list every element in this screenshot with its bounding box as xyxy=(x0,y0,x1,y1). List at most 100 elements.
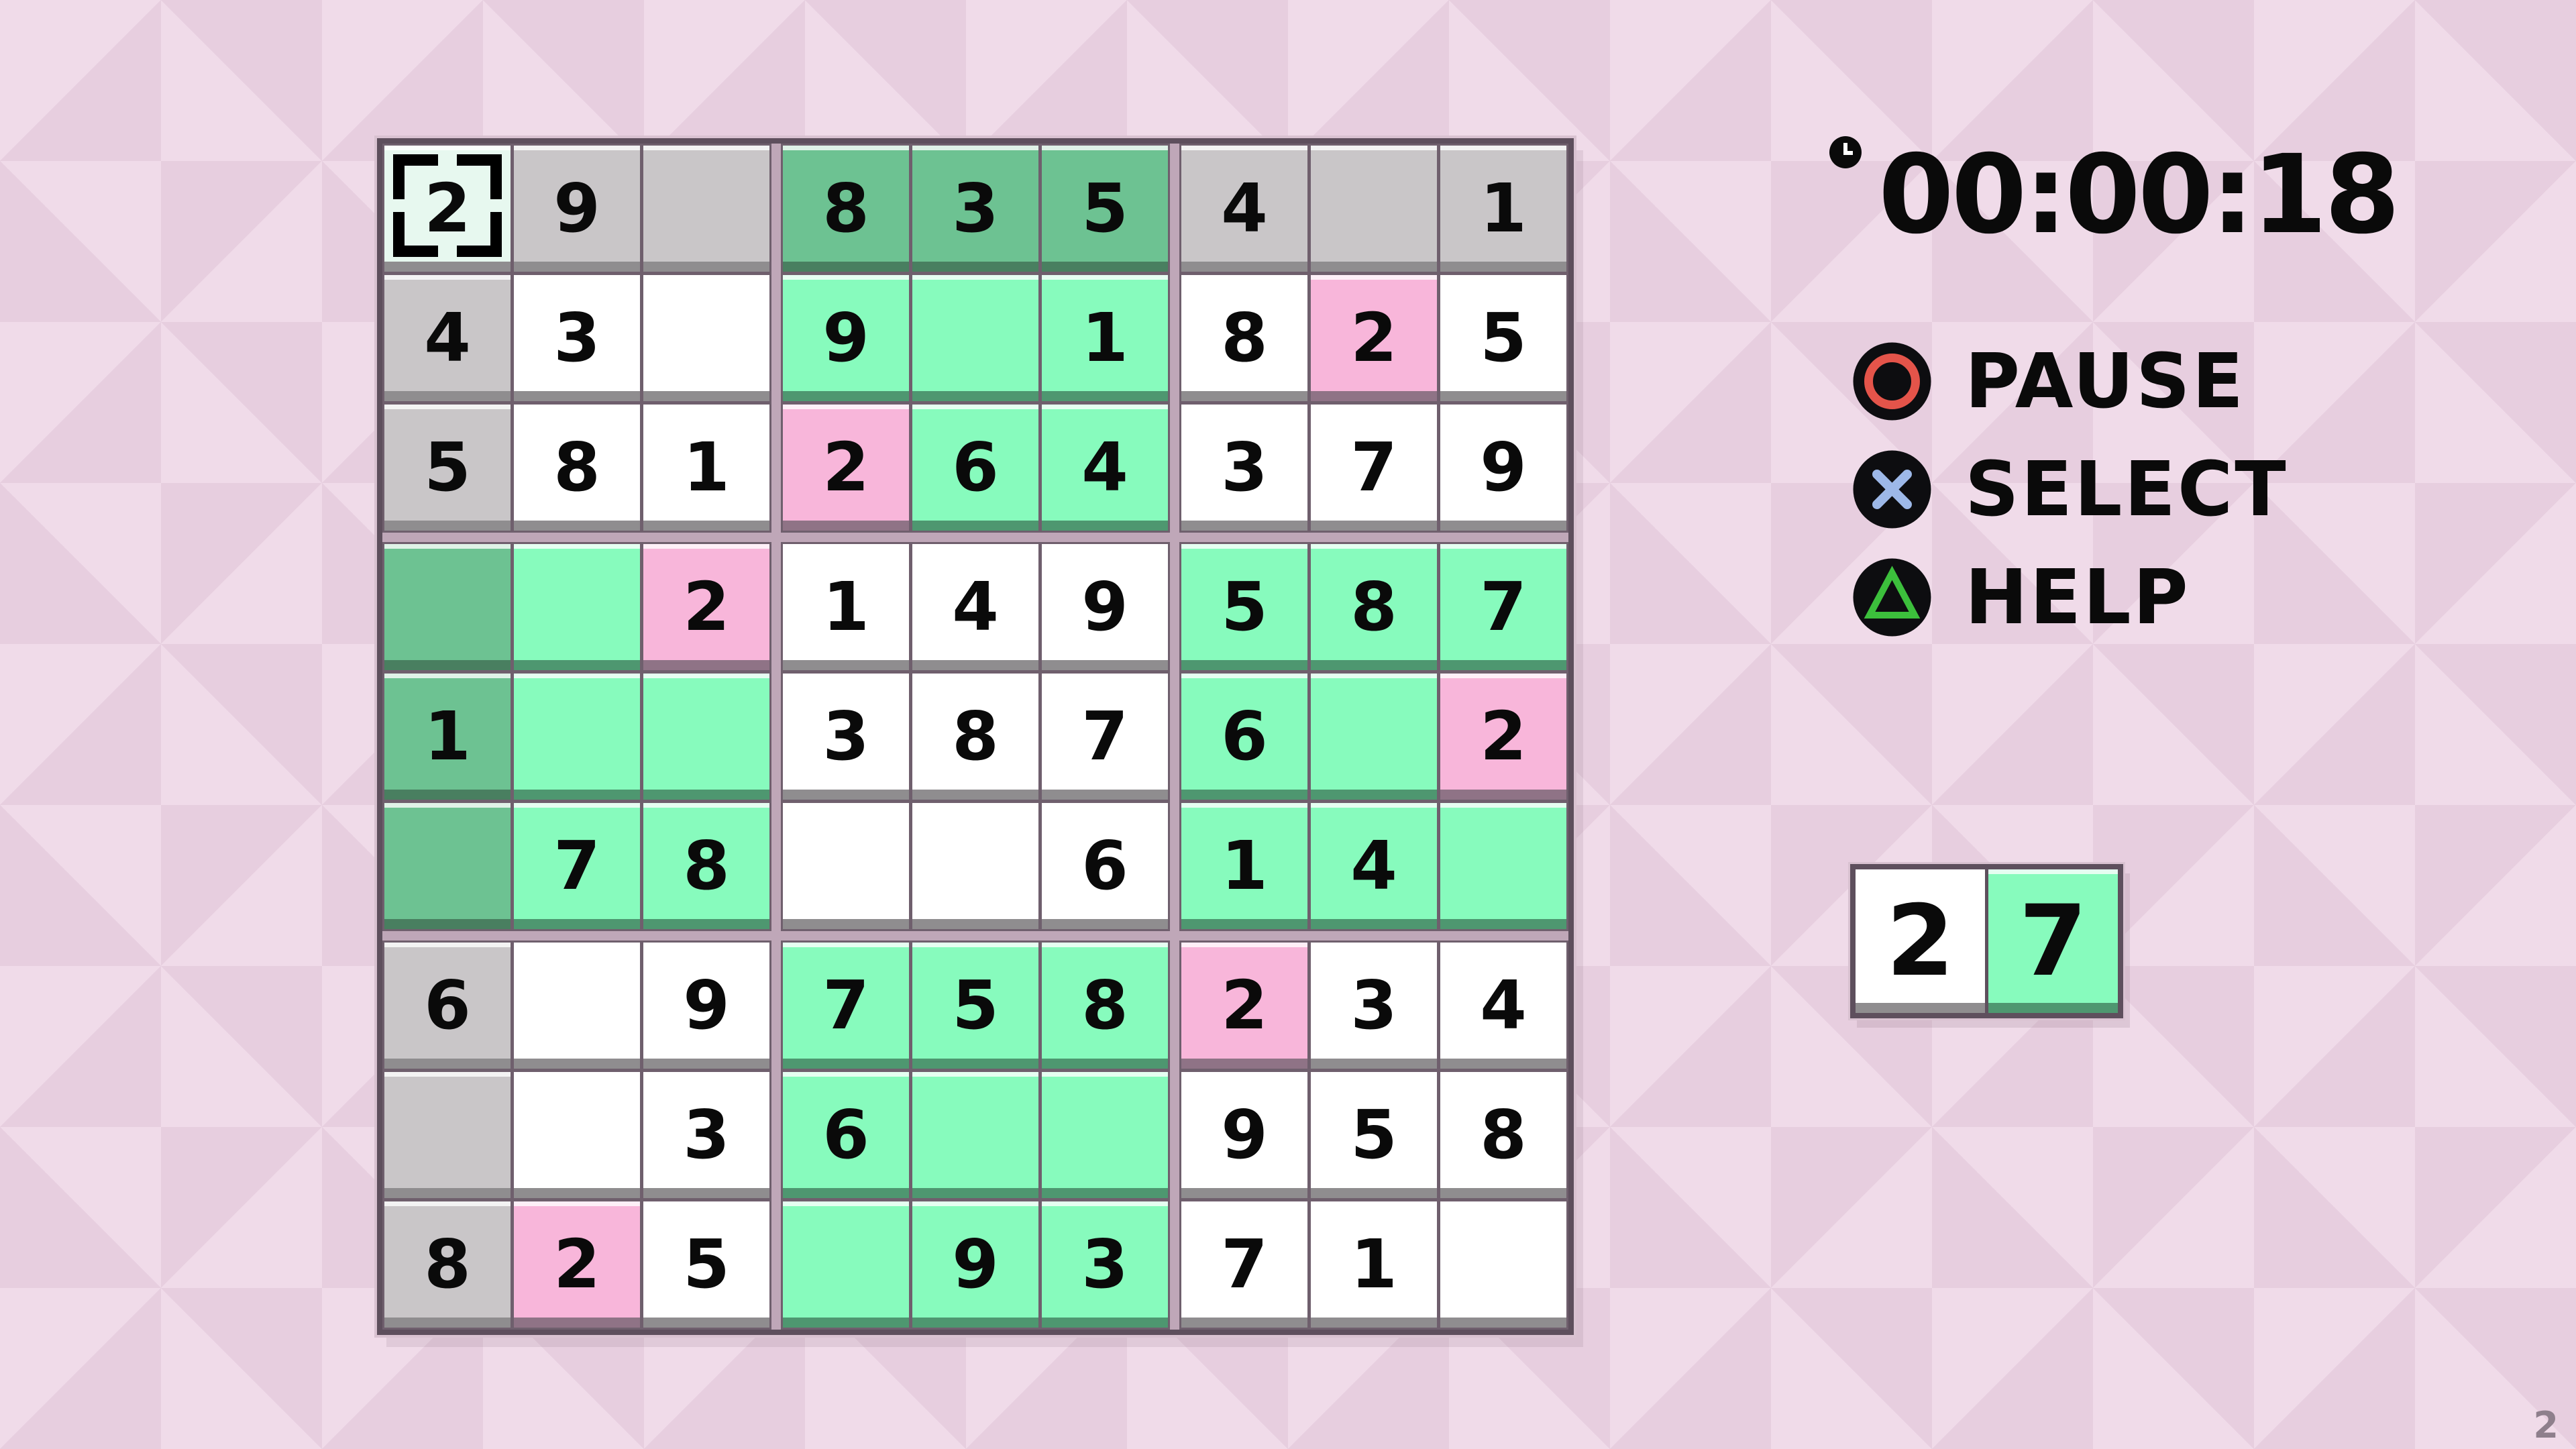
cell-value: 5 xyxy=(424,428,471,506)
grid-cell[interactable]: 6 xyxy=(1042,803,1168,929)
button-legend: PAUSE SELECT HELP xyxy=(1851,341,2288,638)
grid-cell[interactable] xyxy=(912,1072,1038,1198)
grid-cell[interactable] xyxy=(783,1201,909,1328)
grid-cell[interactable]: 1 xyxy=(1181,803,1307,929)
grid-cell[interactable]: 5 xyxy=(384,405,511,531)
grid-cell[interactable]: 1 xyxy=(643,405,769,531)
grid-cell[interactable] xyxy=(384,803,511,929)
grid-cell-selected[interactable]: 2 xyxy=(384,146,511,272)
grid-cell[interactable]: 6 xyxy=(783,1072,909,1198)
menu-item-help[interactable]: HELP xyxy=(1851,557,2288,638)
cell-value: 8 xyxy=(952,697,999,775)
grid-cell[interactable] xyxy=(1042,1072,1168,1198)
grid-cell[interactable]: 5 xyxy=(912,943,1038,1069)
grid-cell[interactable] xyxy=(514,544,640,670)
grid-cell[interactable] xyxy=(643,275,769,401)
grid-cell[interactable]: 2 xyxy=(643,544,769,670)
grid-cell[interactable] xyxy=(1311,146,1437,272)
grid-cell[interactable]: 8 xyxy=(1042,943,1168,1069)
grid-cell[interactable]: 2 xyxy=(514,1201,640,1328)
grid-cell[interactable]: 7 xyxy=(783,943,909,1069)
grid-cell[interactable] xyxy=(514,674,640,800)
selection-bracket-icon xyxy=(393,212,438,257)
grid-cell[interactable] xyxy=(783,803,909,929)
cell-value: 5 xyxy=(952,966,999,1044)
grid-cell[interactable]: 8 xyxy=(384,1201,511,1328)
grid-cell[interactable] xyxy=(643,146,769,272)
grid-cell[interactable]: 4 xyxy=(384,275,511,401)
grid-cell[interactable]: 2 xyxy=(1181,943,1307,1069)
grid-cell[interactable]: 5 xyxy=(1311,1072,1437,1198)
grid-cell[interactable]: 1 xyxy=(1311,1201,1437,1328)
grid-cell[interactable]: 3 xyxy=(514,275,640,401)
cell-value: 9 xyxy=(1221,1095,1268,1174)
grid-cell[interactable]: 6 xyxy=(912,405,1038,531)
grid-cell[interactable]: 8 xyxy=(643,803,769,929)
grid-cell[interactable]: 8 xyxy=(912,674,1038,800)
grid-cell[interactable] xyxy=(912,803,1038,929)
cell-value: 5 xyxy=(1480,299,1527,377)
grid-cell[interactable]: 3 xyxy=(1181,405,1307,531)
grid-cell[interactable]: 7 xyxy=(1311,405,1437,531)
grid-cell[interactable]: 9 xyxy=(1042,544,1168,670)
grid-cell[interactable]: 3 xyxy=(912,146,1038,272)
grid-cell[interactable] xyxy=(1440,803,1566,929)
grid-cell[interactable]: 5 xyxy=(643,1201,769,1328)
grid-cell[interactable]: 2 xyxy=(1311,275,1437,401)
grid-cell[interactable] xyxy=(384,1072,511,1198)
grid-cell[interactable]: 9 xyxy=(514,146,640,272)
grid-cell[interactable] xyxy=(384,544,511,670)
grid-cell[interactable]: 9 xyxy=(912,1201,1038,1328)
grid-cell[interactable]: 4 xyxy=(912,544,1038,670)
grid-cell[interactable]: 4 xyxy=(1311,803,1437,929)
grid-cell[interactable]: 8 xyxy=(783,146,909,272)
grid-cell[interactable] xyxy=(1311,674,1437,800)
grid-cell[interactable] xyxy=(912,275,1038,401)
grid-cell[interactable]: 2 xyxy=(1440,674,1566,800)
grid-cell[interactable] xyxy=(514,1072,640,1198)
menu-item-pause[interactable]: PAUSE xyxy=(1851,341,2288,422)
grid-cell[interactable]: 1 xyxy=(783,544,909,670)
cell-value: 8 xyxy=(683,826,730,905)
grid-cell[interactable]: 1 xyxy=(1440,146,1566,272)
grid-cell[interactable] xyxy=(514,943,640,1069)
grid-cell[interactable]: 8 xyxy=(1181,275,1307,401)
grid-cell[interactable]: 6 xyxy=(384,943,511,1069)
cell-value: 4 xyxy=(424,299,471,377)
grid-cell[interactable]: 1 xyxy=(384,674,511,800)
grid-cell[interactable]: 9 xyxy=(1440,405,1566,531)
grid-cell[interactable] xyxy=(643,674,769,800)
grid-cell[interactable]: 8 xyxy=(1440,1072,1566,1198)
grid-cell[interactable]: 9 xyxy=(783,275,909,401)
grid-cell[interactable]: 7 xyxy=(1440,544,1566,670)
grid-cell[interactable]: 5 xyxy=(1042,146,1168,272)
cell-value: 1 xyxy=(683,428,730,506)
grid-cell[interactable]: 3 xyxy=(1311,943,1437,1069)
grid-cell[interactable]: 4 xyxy=(1042,405,1168,531)
grid-cell[interactable]: 4 xyxy=(1181,146,1307,272)
grid-cell[interactable]: 3 xyxy=(783,674,909,800)
menu-item-select[interactable]: SELECT xyxy=(1851,449,2288,530)
grid-cell[interactable]: 7 xyxy=(1042,674,1168,800)
cell-value: 8 xyxy=(1480,1095,1527,1174)
timer-value: 00:00:18 xyxy=(1878,132,2400,258)
grid-cell[interactable]: 2 xyxy=(783,405,909,531)
grid-cell[interactable] xyxy=(1440,1201,1566,1328)
grid-cell[interactable]: 5 xyxy=(1440,275,1566,401)
grid-cell[interactable]: 4 xyxy=(1440,943,1566,1069)
grid-cell[interactable]: 9 xyxy=(643,943,769,1069)
picker-cell[interactable]: 2 xyxy=(1856,869,1985,1013)
grid-cell[interactable]: 9 xyxy=(1181,1072,1307,1198)
picker-cell[interactable]: 7 xyxy=(1985,869,2118,1013)
grid-cell[interactable]: 3 xyxy=(1042,1201,1168,1328)
grid-cell[interactable]: 8 xyxy=(1311,544,1437,670)
grid-cell[interactable]: 6 xyxy=(1181,674,1307,800)
grid-cell[interactable]: 5 xyxy=(1181,544,1307,670)
menu-label-pause: PAUSE xyxy=(1965,337,2246,425)
grid-cell[interactable]: 8 xyxy=(514,405,640,531)
grid-cell[interactable]: 1 xyxy=(1042,275,1168,401)
grid-cell[interactable]: 7 xyxy=(514,803,640,929)
cell-value: 1 xyxy=(424,697,471,775)
grid-cell[interactable]: 3 xyxy=(643,1072,769,1198)
grid-cell[interactable]: 7 xyxy=(1181,1201,1307,1328)
